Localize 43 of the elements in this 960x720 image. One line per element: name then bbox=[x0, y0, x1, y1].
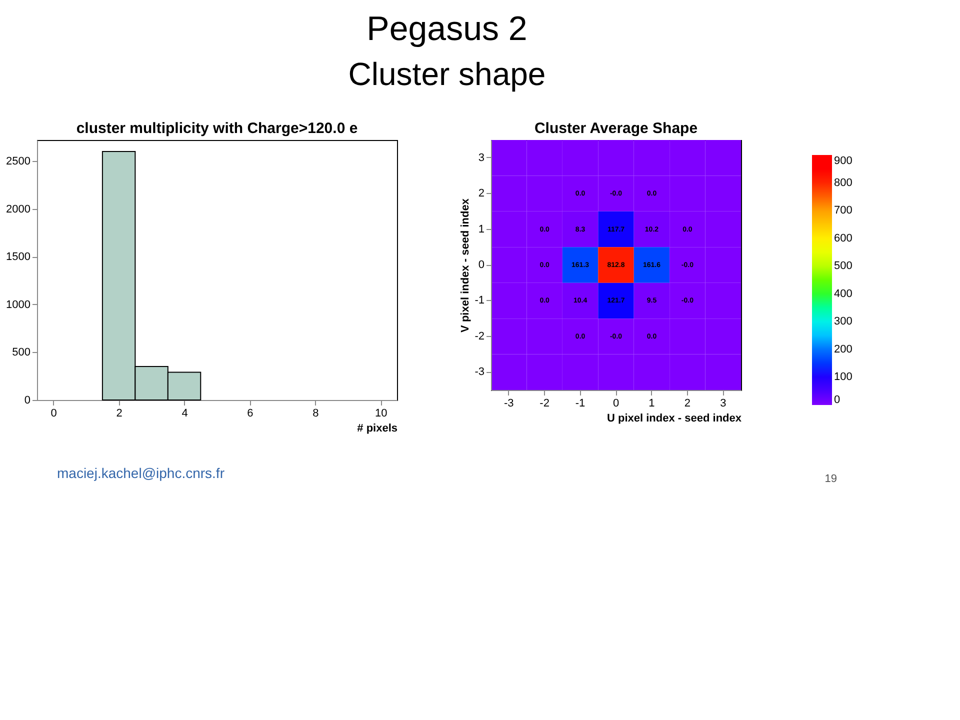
chart-title: cluster multiplicity with Charge>120.0 e bbox=[76, 120, 358, 137]
color-bar-label: 800 bbox=[834, 176, 852, 189]
x-tick-label: 10 bbox=[375, 408, 388, 420]
x-tick-label: 3 bbox=[720, 398, 726, 410]
x-axis-title: # pixels bbox=[357, 422, 398, 434]
x-tick-label: -3 bbox=[504, 398, 514, 410]
y-tick-label: 2500 bbox=[6, 156, 30, 168]
color-bar-label: 200 bbox=[834, 343, 852, 356]
y-axis-title: V pixel index - seed index bbox=[460, 198, 472, 332]
x-tick-label: 0 bbox=[50, 408, 57, 420]
color-bar-label: 600 bbox=[834, 232, 852, 244]
x-tick-label: 8 bbox=[312, 408, 319, 420]
y-tick-label: -3 bbox=[474, 366, 484, 378]
y-tick-label: -2 bbox=[474, 330, 484, 342]
y-tick-label: 3 bbox=[478, 152, 484, 164]
x-tick-label: 4 bbox=[182, 408, 188, 420]
x-tick-label: 6 bbox=[247, 408, 254, 420]
y-tick-label: 2 bbox=[478, 188, 484, 200]
color-bar-label: 500 bbox=[834, 260, 852, 272]
y-tick-label: -1 bbox=[474, 294, 484, 307]
y-tick-label: 1 bbox=[478, 223, 484, 236]
chart-title: Cluster Average Shape bbox=[534, 120, 698, 137]
x-tick-label: 2 bbox=[684, 398, 690, 410]
color-bar-label: 100 bbox=[834, 371, 852, 384]
x-tick-label: 2 bbox=[116, 408, 122, 420]
x-axis-title: U pixel index - seed index bbox=[607, 412, 742, 424]
color-bar-label: 900 bbox=[834, 155, 852, 167]
text: Cluster shape bbox=[348, 56, 546, 92]
color-bar-label: 400 bbox=[834, 288, 852, 300]
x-tick-label: 0 bbox=[612, 398, 620, 410]
text: maciej.kachel@iphc.cnrs.fr bbox=[57, 465, 225, 481]
y-tick-label: 2000 bbox=[6, 203, 30, 216]
y-tick-label: 1500 bbox=[6, 251, 30, 264]
x-tick-label: -1 bbox=[575, 398, 586, 410]
y-tick-label: 1000 bbox=[6, 298, 30, 311]
y-tick-label: 0 bbox=[478, 259, 484, 271]
y-tick-label: 500 bbox=[12, 346, 30, 359]
color-bar-label: 700 bbox=[834, 204, 852, 217]
color-bar-label: 300 bbox=[834, 316, 852, 328]
x-tick-label: -2 bbox=[540, 398, 550, 410]
text: Pegasus 2 bbox=[366, 10, 528, 48]
text: 19 bbox=[824, 473, 837, 485]
x-tick-label: 1 bbox=[648, 398, 655, 410]
